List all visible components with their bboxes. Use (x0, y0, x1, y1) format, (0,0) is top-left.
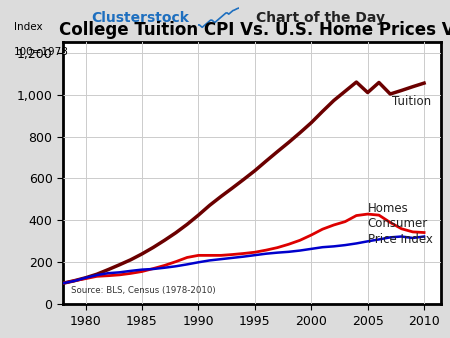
Text: Source: BLS, Census (1978-2010): Source: BLS, Census (1978-2010) (71, 286, 215, 295)
Text: Chart of the Day: Chart of the Day (256, 11, 386, 25)
Text: Clusterstock: Clusterstock (91, 11, 189, 25)
Text: 100=1978: 100=1978 (14, 48, 69, 57)
Text: Index: Index (14, 22, 42, 32)
Text: College Tuition CPI Vs. U.S. Home Prices Vs. CPI: College Tuition CPI Vs. U.S. Home Prices… (59, 21, 450, 39)
Text: Tuition: Tuition (392, 95, 432, 108)
Text: Homes: Homes (368, 202, 409, 215)
Text: Consumer
Price Index: Consumer Price Index (368, 217, 432, 246)
